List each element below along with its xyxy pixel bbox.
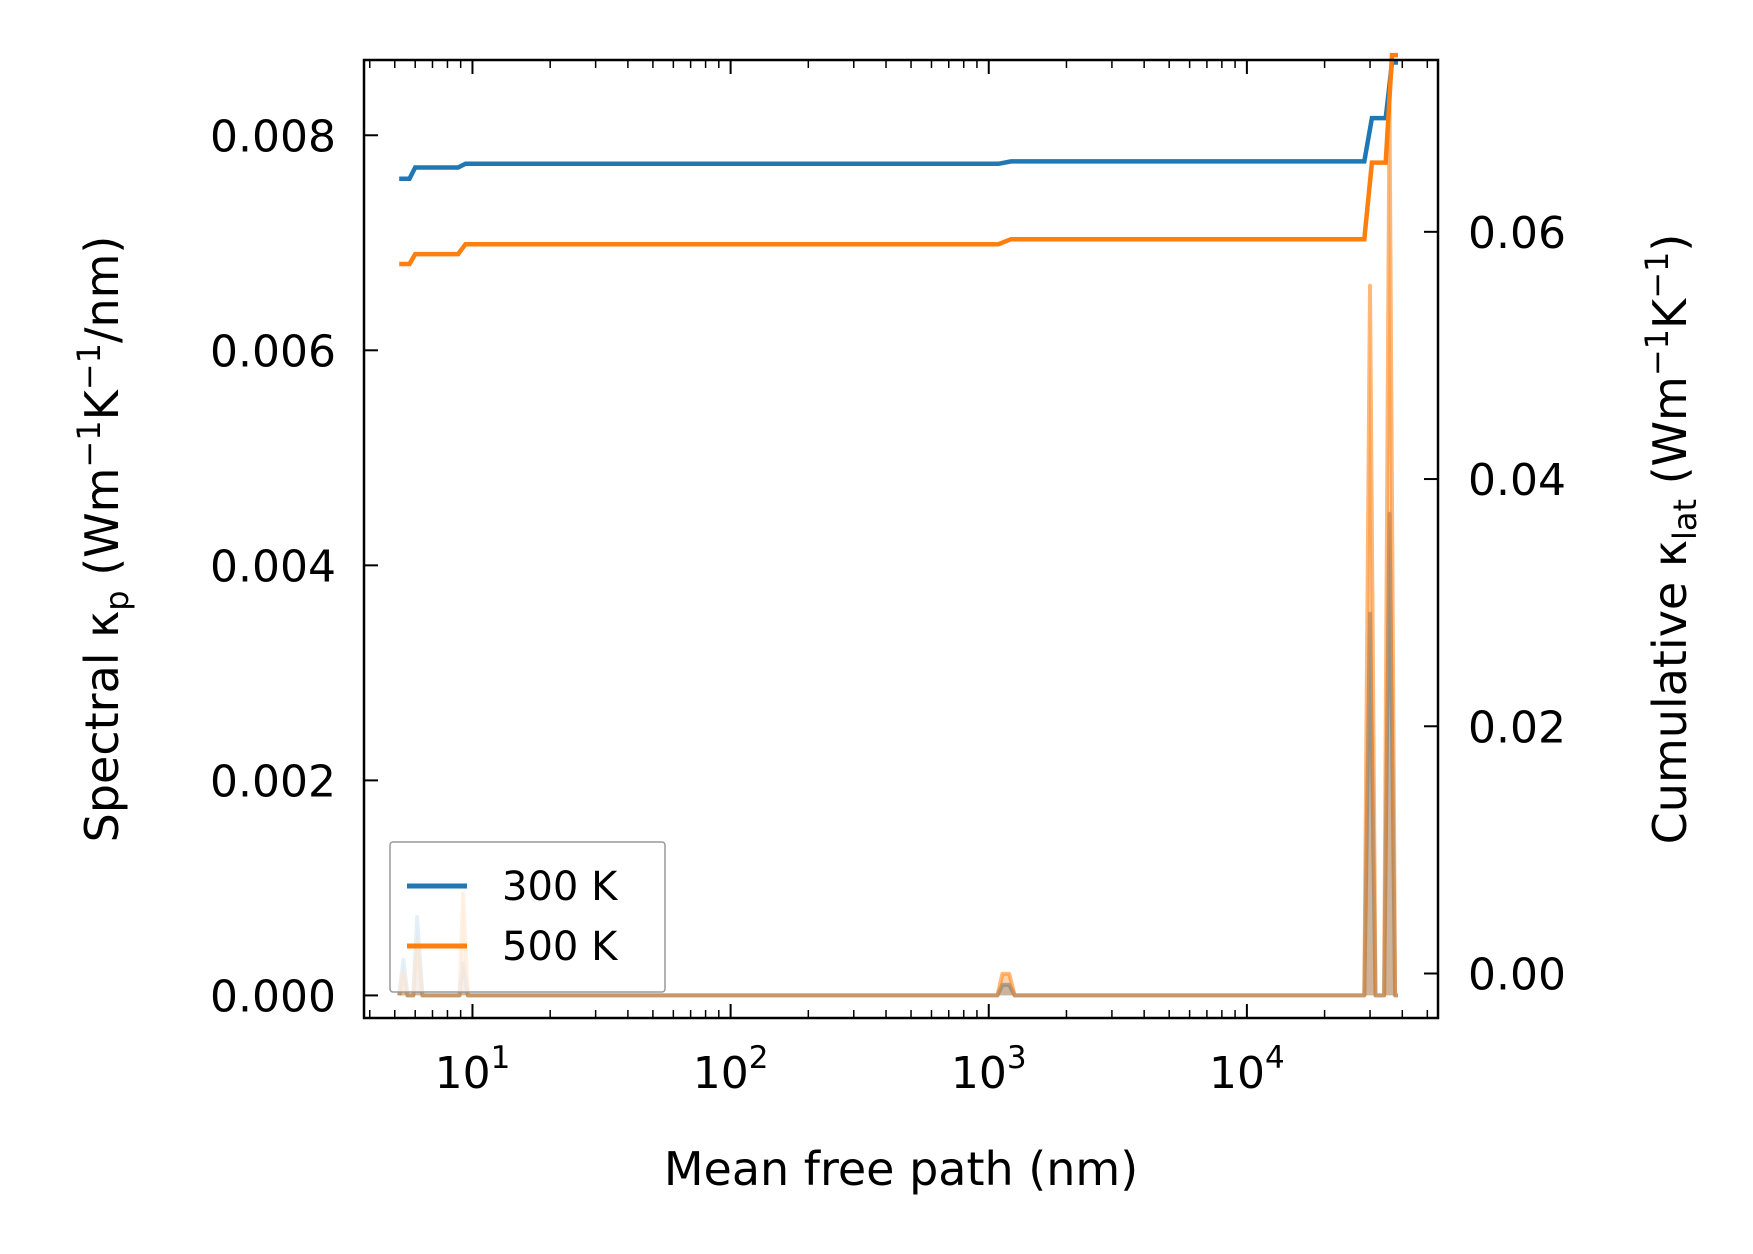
- x-tick-label-3: 104: [1209, 1040, 1285, 1099]
- ticks-layer: 101 102 103 1040.0000.0020.0040.0060.0080.0…: [210, 60, 1566, 1099]
- y-right-tick-label-0: 0.00: [1468, 949, 1566, 1000]
- x-tick-label-exp-1: 2: [749, 1040, 769, 1076]
- right-y-axis-label: Cumulative κlat (Wm−1K−1): [1638, 234, 1704, 845]
- x-tick-label-0: 101: [435, 1040, 511, 1099]
- left-y-axis-label: Spectral κp (Wm−1K−1/nm): [70, 236, 136, 843]
- right-ylabel-units-mid: K: [1643, 297, 1697, 329]
- x-axis-label: Mean free path (nm): [664, 1142, 1138, 1196]
- left-ylabel-sup1: −1: [70, 420, 108, 467]
- x-tick-label-1: 102: [693, 1040, 769, 1099]
- x-tick-label-exp-2: 3: [1007, 1040, 1027, 1076]
- x-tick-label-base-3: 10: [1209, 1048, 1265, 1099]
- y-right-tick-label-2: 0.04: [1468, 455, 1566, 506]
- right-ylabel-sup2: −1: [1638, 252, 1676, 299]
- left-ylabel-sub: p: [98, 590, 136, 610]
- y-left-tick-label-3: 0.006: [210, 326, 336, 377]
- right-ylabel-main: Cumulative κ: [1643, 540, 1697, 844]
- x-tick-label-base-0: 10: [435, 1048, 491, 1099]
- right-ylabel-units-post: ): [1643, 234, 1697, 252]
- y-right-tick-label-1: 0.02: [1468, 702, 1566, 753]
- left-ylabel-sup2: −1: [70, 343, 108, 390]
- x-tick-label-base-1: 10: [693, 1048, 749, 1099]
- x-tick-label-base-2: 10: [951, 1048, 1007, 1099]
- y-left-tick-label-4: 0.008: [210, 111, 336, 162]
- legend: 300 K 500 K: [389, 841, 666, 993]
- cumulative-series-layer: [399, 52, 1398, 267]
- plot-frame: [362, 58, 1440, 1020]
- legend-label-300k: 300 K: [502, 864, 619, 910]
- x-tick-label-exp-0: 1: [491, 1040, 511, 1076]
- right-ylabel-units-pre: (Wm: [1643, 376, 1697, 499]
- left-ylabel-main: Spectral κ: [75, 611, 129, 843]
- legend-box: [389, 841, 666, 993]
- cumulative-line-300k: [399, 60, 1398, 181]
- right-ylabel-sup1: −1: [1638, 329, 1676, 376]
- legend-label-500k: 500 K: [502, 924, 619, 970]
- right-ylabel-sub: lat: [1666, 499, 1704, 540]
- y-left-tick-label-1: 0.002: [210, 756, 336, 807]
- y-left-tick-label-0: 0.000: [210, 971, 336, 1022]
- cumulative-line-500k: [399, 52, 1398, 267]
- left-ylabel-units-mid: K: [75, 388, 129, 420]
- left-ylabel-units-post: /nm): [75, 236, 129, 343]
- x-tick-label-exp-3: 4: [1265, 1040, 1285, 1076]
- x-tick-label-2: 103: [951, 1040, 1027, 1099]
- y-right-tick-label-3: 0.06: [1468, 208, 1566, 259]
- y-left-tick-label-2: 0.004: [210, 541, 336, 592]
- left-ylabel-units-pre: (Wm: [75, 468, 129, 591]
